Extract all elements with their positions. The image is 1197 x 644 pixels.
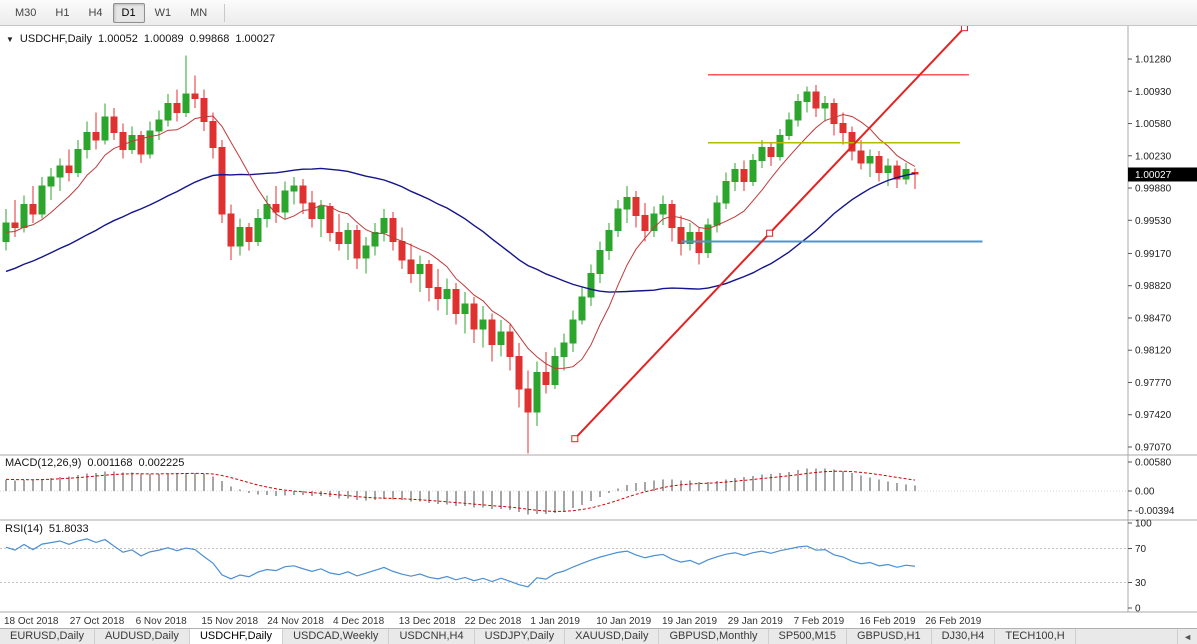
svg-text:0: 0 [1135, 604, 1141, 615]
trendline-object[interactable] [571, 26, 968, 443]
svg-text:15 Nov 2018: 15 Nov 2018 [201, 616, 258, 627]
svg-text:100: 100 [1135, 519, 1152, 530]
svg-text:0.98820: 0.98820 [1135, 281, 1172, 292]
chart-tab-SP500-M15[interactable]: SP500,M15 [769, 629, 847, 644]
price-axis[interactable]: 1.01280 1.00930 1.00580 1.00230 0.99880 0.995… [1128, 55, 1172, 454]
svg-text:13 Dec 2018: 13 Dec 2018 [399, 616, 456, 627]
chart-canvas[interactable]: 1.01280 1.00930 1.00580 1.00230 0.99880 0.995… [0, 26, 1197, 628]
svg-text:0.99170: 0.99170 [1135, 249, 1172, 260]
rsi-value: 51.8033 [48, 523, 89, 535]
chart-area: 1.01280 1.00930 1.00580 1.00230 0.99880 0.995… [0, 26, 1197, 628]
rsi-line [5, 538, 916, 588]
svg-text:0.98120: 0.98120 [1135, 346, 1172, 357]
svg-text:30: 30 [1135, 578, 1147, 589]
svg-text:0.97070: 0.97070 [1135, 442, 1172, 453]
macd-signal-line [5, 470, 916, 512]
macd-indicator-label: MACD(12,26,9) 0.001168 0.002225 [5, 457, 184, 469]
horizontal-line-objects[interactable] [681, 73, 983, 243]
svg-text:24 Nov 2018: 24 Nov 2018 [267, 616, 324, 627]
macd-histogram [0, 468, 1128, 515]
current-price-tag: 1.00027 [1128, 167, 1197, 182]
svg-text:0.99880: 0.99880 [1135, 184, 1172, 195]
panel-separators [0, 26, 1197, 613]
svg-text:0.98470: 0.98470 [1135, 313, 1172, 324]
svg-text:26 Feb 2019: 26 Feb 2019 [925, 616, 982, 627]
svg-text:0.00580: 0.00580 [1135, 458, 1172, 469]
svg-text:0.00: 0.00 [1135, 487, 1155, 498]
chart-title: USDCHF,Daily [19, 33, 93, 45]
rsi-level-lines [0, 548, 1128, 583]
chart-tab-GBPUSD-Monthly[interactable]: GBPUSD,Monthly [659, 629, 769, 644]
svg-text:16 Feb 2019: 16 Feb 2019 [859, 616, 916, 627]
svg-text:1.00230: 1.00230 [1135, 151, 1172, 162]
svg-text:0.97770: 0.97770 [1135, 378, 1172, 389]
macd-name: MACD(12,26,9) [5, 457, 82, 469]
ma-fast-line [5, 114, 916, 369]
svg-text:70: 70 [1135, 544, 1147, 555]
timeframe-button-H1[interactable]: H1 [55, 6, 70, 19]
svg-text:18 Oct 2018: 18 Oct 2018 [4, 616, 59, 627]
svg-text:1.00930: 1.00930 [1135, 87, 1172, 98]
chart-tab-USDCAD-Weekly[interactable]: USDCAD,Weekly [283, 629, 390, 644]
timeframe-button-M30[interactable]: M30 [15, 6, 37, 19]
ohlc-high: 1.00089 [143, 33, 184, 45]
rsi-axis[interactable]: 100 70 30 0 [1128, 519, 1152, 615]
ohlc-close: 1.00027 [235, 33, 276, 45]
svg-text:0.97420: 0.97420 [1135, 410, 1172, 421]
macd-value-signal: 0.002225 [138, 457, 185, 469]
macd-value-main: 0.001168 [87, 457, 133, 469]
svg-text:29 Jan 2019: 29 Jan 2019 [728, 616, 783, 627]
svg-text:6 Nov 2018: 6 Nov 2018 [136, 616, 188, 627]
svg-text:22 Dec 2018: 22 Dec 2018 [465, 616, 522, 627]
macd-axis[interactable]: 0.00580 0.00 -0.00394 [1128, 458, 1175, 518]
chart-tab-XAUUSD-Daily[interactable]: XAUUSD,Daily [565, 629, 660, 644]
svg-text:4 Dec 2018: 4 Dec 2018 [333, 616, 385, 627]
timeframe-toolbar: M30 H1 H4 D1 W1 MN [0, 0, 1197, 26]
chart-tab-USDCHF-Daily[interactable]: USDCHF,Daily [189, 629, 284, 644]
rsi-name: RSI(14) [5, 523, 43, 535]
chart-tab-AUDUSD-Daily[interactable]: AUDUSD,Daily [95, 629, 190, 644]
svg-text:1.00580: 1.00580 [1135, 119, 1172, 130]
svg-text:7 Feb 2019: 7 Feb 2019 [794, 616, 845, 627]
rsi-indicator-label: RSI(14) 51.8033 [5, 523, 89, 535]
timeframe-button-W1[interactable]: W1 [154, 6, 172, 19]
tab-scroll-left-icon[interactable]: ◄ [1177, 629, 1197, 644]
svg-text:10 Jan 2019: 10 Jan 2019 [596, 616, 651, 627]
toolbar-separator [224, 3, 226, 22]
svg-text:1.01280: 1.01280 [1135, 55, 1172, 66]
chart-tab-DJ30-H4[interactable]: DJ30,H4 [932, 629, 996, 644]
chart-tab-bar: EURUSD,Daily AUDUSD,Daily USDCHF,Daily USDC… [0, 628, 1197, 644]
ohlc-low: 0.99868 [189, 33, 230, 45]
date-axis[interactable]: 18 Oct 2018 27 Oct 2018 6 Nov 2018 15 Nov 2… [4, 616, 982, 627]
candles-layer [2, 55, 919, 454]
chart-tab-USDJPY-Daily[interactable]: USDJPY,Daily [475, 629, 566, 644]
svg-text:1 Jan 2019: 1 Jan 2019 [530, 616, 580, 627]
ma-slow-line [5, 167, 916, 293]
chart-tab-TECH100-H[interactable]: TECH100,H [995, 629, 1076, 644]
svg-text:27 Oct 2018: 27 Oct 2018 [70, 616, 125, 627]
timeframe-button-MN[interactable]: MN [190, 6, 208, 19]
chart-tab-GBPUSD-H1[interactable]: GBPUSD,H1 [847, 629, 932, 644]
timeframe-button-D1[interactable]: D1 [112, 2, 145, 23]
timeframe-button-H4[interactable]: H4 [88, 6, 103, 19]
chart-tab-USDCNH-H4[interactable]: USDCNH,H4 [389, 629, 475, 644]
svg-text:1.00027: 1.00027 [1135, 170, 1172, 181]
chart-tab-EURUSD-Daily[interactable]: EURUSD,Daily [0, 629, 95, 644]
svg-text:19 Jan 2019: 19 Jan 2019 [662, 616, 717, 627]
one-click-trading-collapse-icon[interactable]: ▼ [6, 34, 14, 44]
ohlc-open: 1.00052 [98, 33, 138, 45]
svg-text:0.99530: 0.99530 [1135, 216, 1172, 227]
svg-text:-0.00394: -0.00394 [1135, 506, 1175, 517]
chart-header: ▼ USDCHF,Daily 1.00052 1.00089 0.99868 1… [6, 33, 275, 45]
